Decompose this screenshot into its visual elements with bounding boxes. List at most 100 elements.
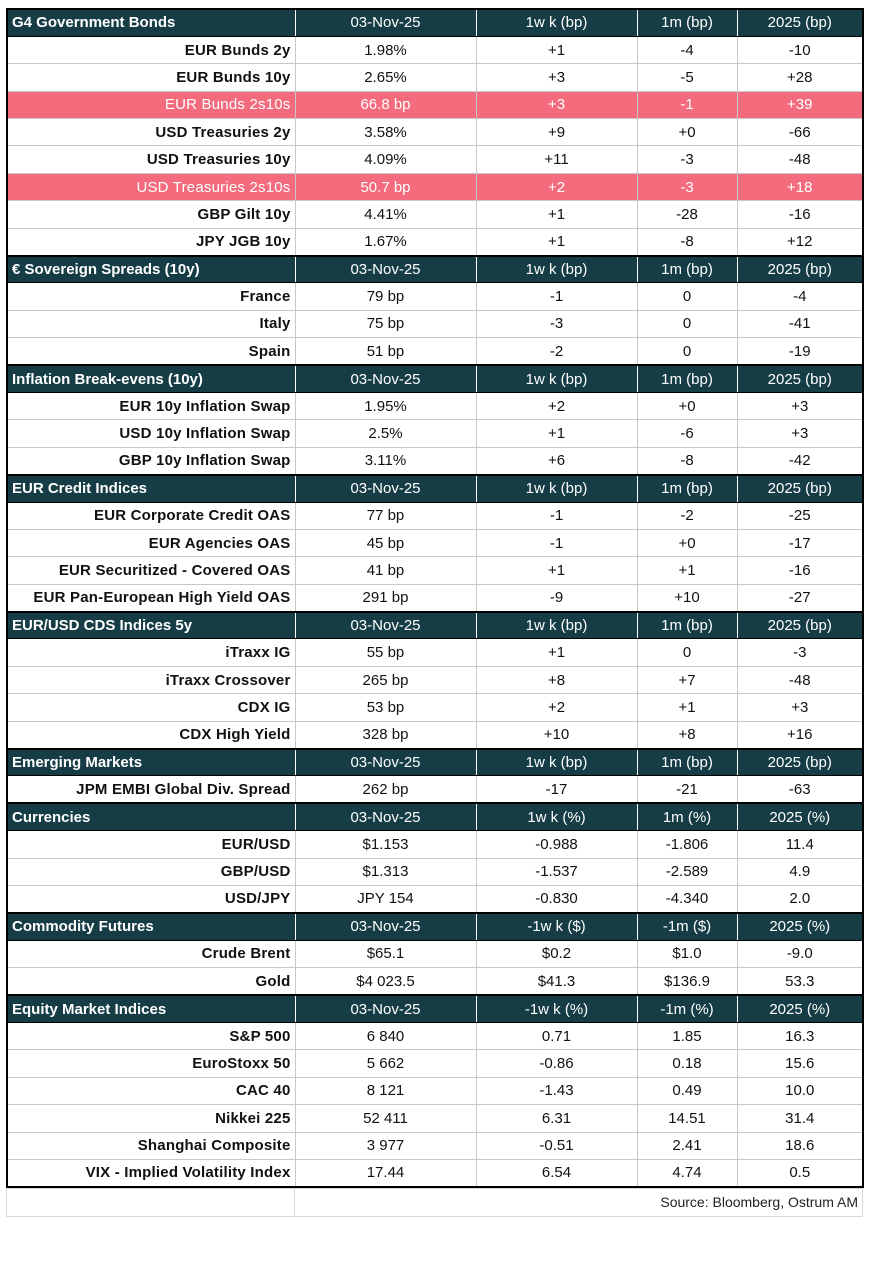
- section-header: Inflation Break-evens (10y) 03-Nov-25 1w k…: [6, 364, 864, 393]
- value-cell: 291 bp: [294, 583, 477, 613]
- value-cell: -2: [475, 337, 638, 366]
- value-cell: +3: [736, 693, 864, 722]
- value-cell: +1: [636, 556, 738, 585]
- row-label: EUR/USD: [6, 830, 296, 859]
- value-cell: 1.67%: [294, 227, 477, 257]
- value-cell: 2.65%: [294, 63, 477, 92]
- data-row: USD Treasuries 2y 3.58% +9 +0 -66: [6, 118, 864, 147]
- row-label: iTraxx Crossover: [6, 665, 296, 695]
- value-cell: 0.71: [475, 1021, 638, 1051]
- value-cell: +12: [736, 227, 864, 257]
- value-cell: 41 bp: [294, 556, 477, 585]
- value-cell: 1.98%: [294, 35, 477, 65]
- data-row: France 79 bp -1 0 -4: [6, 282, 864, 311]
- column-header: 1m (bp): [636, 7, 738, 37]
- row-label: EUR 10y Inflation Swap: [6, 391, 296, 421]
- row-label: EUR Bunds 10y: [6, 63, 296, 92]
- row-label: Spain: [6, 337, 296, 366]
- value-cell: +1: [636, 693, 738, 722]
- highlight-row: EUR Bunds 2s10s 66.8 bp +3 -1 +39: [6, 90, 864, 120]
- row-label: JPY JGB 10y: [6, 227, 296, 257]
- column-header: 1w k (%): [475, 802, 638, 832]
- row-label: Shanghai Composite: [6, 1131, 296, 1160]
- value-cell: 328 bp: [294, 720, 477, 750]
- value-cell: +10: [636, 583, 738, 613]
- row-label: iTraxx IG: [6, 638, 296, 667]
- value-cell: +3: [736, 391, 864, 421]
- data-row: Shanghai Composite 3 977 -0.51 2.41 18.6: [6, 1131, 864, 1160]
- value-cell: 0.49: [636, 1076, 738, 1106]
- column-header: 2025 (bp): [736, 610, 864, 640]
- data-row: GBP 10y Inflation Swap 3.11% +6 -8 -42: [6, 446, 864, 476]
- value-cell: +0: [636, 391, 738, 421]
- column-header: 1w k (bp): [475, 254, 638, 284]
- column-header: -1m (%): [636, 994, 738, 1023]
- value-cell: 50.7 bp: [294, 172, 477, 202]
- value-cell: +1: [475, 556, 638, 585]
- value-cell: 16.3: [736, 1021, 864, 1051]
- column-header: 1m (bp): [636, 610, 738, 640]
- data-row: EuroStoxx 50 5 662 -0.86 0.18 15.6: [6, 1049, 864, 1078]
- value-cell: $41.3: [475, 967, 638, 996]
- value-cell: 10.0: [736, 1076, 864, 1106]
- row-label: Nikkei 225: [6, 1104, 296, 1133]
- value-cell: +1: [475, 638, 638, 667]
- value-cell: -3: [636, 172, 738, 202]
- column-header: 03-Nov-25: [294, 747, 477, 777]
- data-row: GBP/USD $1.313 -1.537 -2.589 4.9: [6, 857, 864, 887]
- column-header: 1m (bp): [636, 473, 738, 503]
- data-row: Spain 51 bp -2 0 -19: [6, 337, 864, 366]
- data-row: Crude Brent $65.1 $0.2 $1.0 -9.0: [6, 939, 864, 969]
- row-label: Crude Brent: [6, 939, 296, 969]
- value-cell: +3: [475, 63, 638, 92]
- data-row: Gold $4 023.5 $41.3 $136.9 53.3: [6, 967, 864, 996]
- value-cell: -9.0: [736, 939, 864, 969]
- value-cell: -41: [736, 309, 864, 339]
- column-header: 2025 (%): [736, 802, 864, 832]
- value-cell: +1: [475, 35, 638, 65]
- value-cell: +11: [475, 145, 638, 174]
- row-label: EUR Securitized - Covered OAS: [6, 556, 296, 585]
- section-header: EUR/USD CDS Indices 5y 03-Nov-25 1w k (bp)…: [6, 610, 864, 640]
- value-cell: 4.09%: [294, 145, 477, 174]
- column-header: 03-Nov-25: [294, 911, 477, 941]
- data-row: EUR 10y Inflation Swap 1.95% +2 +0 +3: [6, 391, 864, 421]
- value-cell: -48: [736, 145, 864, 174]
- row-label: USD Treasuries 2y: [6, 118, 296, 147]
- section-header: € Sovereign Spreads (10y) 03-Nov-25 1w k (…: [6, 254, 864, 284]
- value-cell: 53 bp: [294, 693, 477, 722]
- row-label: EUR Corporate Credit OAS: [6, 501, 296, 530]
- row-label: JPM EMBI Global Div. Spread: [6, 775, 296, 804]
- value-cell: 0.18: [636, 1049, 738, 1078]
- column-header: 03-Nov-25: [294, 364, 477, 393]
- value-cell: -1: [475, 528, 638, 558]
- value-cell: +1: [475, 200, 638, 229]
- row-label: EUR Agencies OAS: [6, 528, 296, 558]
- row-label: VIX - Implied Volatility Index: [6, 1158, 296, 1188]
- value-cell: -2: [636, 501, 738, 530]
- row-label: USD Treasuries 2s10s: [6, 172, 296, 202]
- value-cell: $0.2: [475, 939, 638, 969]
- column-header: 03-Nov-25: [294, 473, 477, 503]
- data-row: EUR Bunds 10y 2.65% +3 -5 +28: [6, 63, 864, 92]
- row-label: USD 10y Inflation Swap: [6, 419, 296, 448]
- value-cell: +7: [636, 665, 738, 695]
- value-cell: 265 bp: [294, 665, 477, 695]
- value-cell: 18.6: [736, 1131, 864, 1160]
- source-note: Source: Bloomberg, Ostrum AM: [294, 1187, 863, 1217]
- value-cell: 4.74: [636, 1158, 738, 1188]
- data-row: S&P 500 6 840 0.71 1.85 16.3: [6, 1021, 864, 1051]
- section-title: € Sovereign Spreads (10y): [6, 254, 296, 284]
- data-row: JPY JGB 10y 1.67% +1 -8 +12: [6, 227, 864, 257]
- value-cell: -66: [736, 118, 864, 147]
- source-table: Source: Bloomberg, Ostrum AM: [6, 1187, 863, 1217]
- section-header: EUR Credit Indices 03-Nov-25 1w k (bp) 1m (…: [6, 473, 864, 503]
- value-cell: 66.8 bp: [294, 90, 477, 120]
- value-cell: -4.340: [636, 884, 738, 914]
- row-label: Gold: [6, 967, 296, 996]
- data-row: USD Treasuries 10y 4.09% +11 -3 -48: [6, 145, 864, 174]
- value-cell: 14.51: [636, 1104, 738, 1133]
- data-row: EUR Agencies OAS 45 bp -1 +0 -17: [6, 528, 864, 558]
- column-header: -1m ($): [636, 911, 738, 941]
